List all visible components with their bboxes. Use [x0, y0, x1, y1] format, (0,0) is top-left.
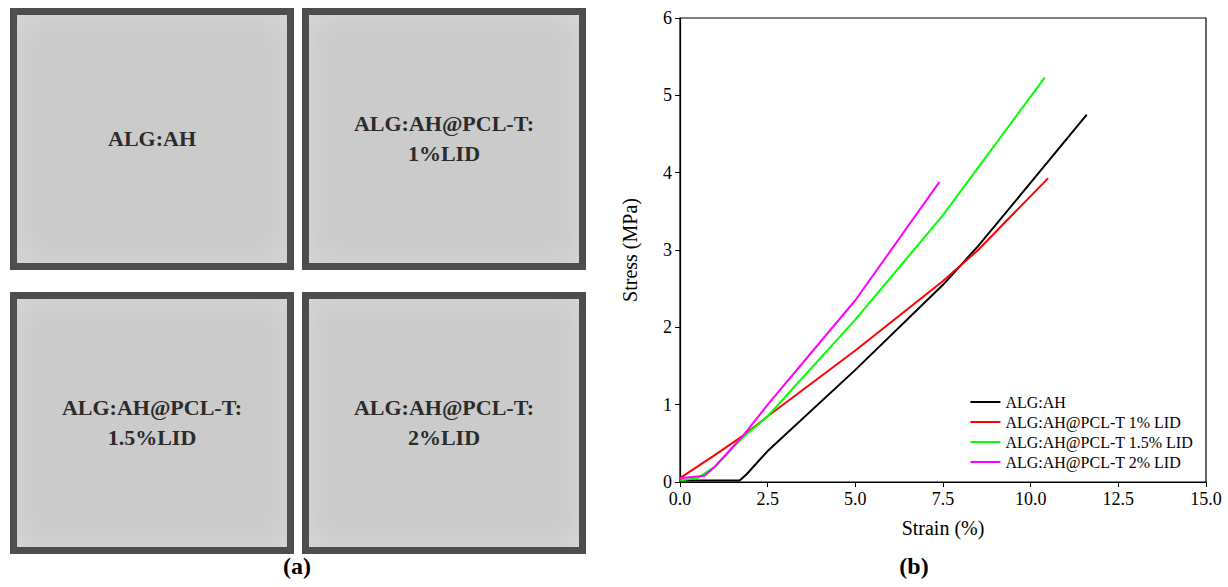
svg-text:ALG:AH: ALG:AH: [1005, 394, 1066, 411]
html-text:1.5%LID: 1.5%LID: [107, 425, 197, 450]
html-text:2%LID: 2%LID: [407, 425, 480, 450]
svg-text:7.5: 7.5: [932, 489, 955, 509]
svg-text:5: 5: [663, 85, 672, 105]
html-text:ALG:AH@PCL-T:: ALG:AH@PCL-T:: [61, 395, 243, 421]
svg-text:2: 2: [663, 317, 672, 337]
svg-text:ALG:AH@PCL-T 2% LID: ALG:AH@PCL-T 2% LID: [1005, 454, 1180, 472]
svg-text:5.0: 5.0: [844, 489, 867, 509]
svg-text:10.0: 10.0: [1015, 489, 1047, 509]
svg-text:(b): (b): [899, 553, 928, 579]
svg-text:0: 0: [663, 472, 672, 492]
svg-text:4: 4: [663, 163, 672, 183]
html-text:ALG:AH@PCL-T:: ALG:AH@PCL-T:: [353, 111, 535, 137]
svg-text:6: 6: [663, 8, 672, 28]
html-text:1%LID: 1%LID: [407, 141, 480, 166]
svg-text:Strain (%): Strain (%): [902, 517, 985, 540]
svg-text:3: 3: [663, 240, 672, 260]
svg-text:15.0: 15.0: [1190, 489, 1222, 509]
svg-text:0.0: 0.0: [669, 489, 692, 509]
svg-text:ALG:AH@PCL-T 1.5% LID: ALG:AH@PCL-T 1.5% LID: [1005, 434, 1192, 452]
svg-text:2.5: 2.5: [756, 489, 779, 509]
svg-text:Stress (MPa): Stress (MPa): [619, 198, 642, 302]
html-text:ALG:AH@PCL-T:: ALG:AH@PCL-T:: [353, 395, 535, 421]
html-text:(a): (a): [283, 553, 311, 579]
svg-text:ALG:AH@PCL-T 1% LID: ALG:AH@PCL-T 1% LID: [1005, 414, 1180, 432]
svg-text:1: 1: [663, 395, 672, 415]
svg-text:12.5: 12.5: [1103, 489, 1135, 509]
html-text:ALG:AH: ALG:AH: [108, 126, 196, 152]
